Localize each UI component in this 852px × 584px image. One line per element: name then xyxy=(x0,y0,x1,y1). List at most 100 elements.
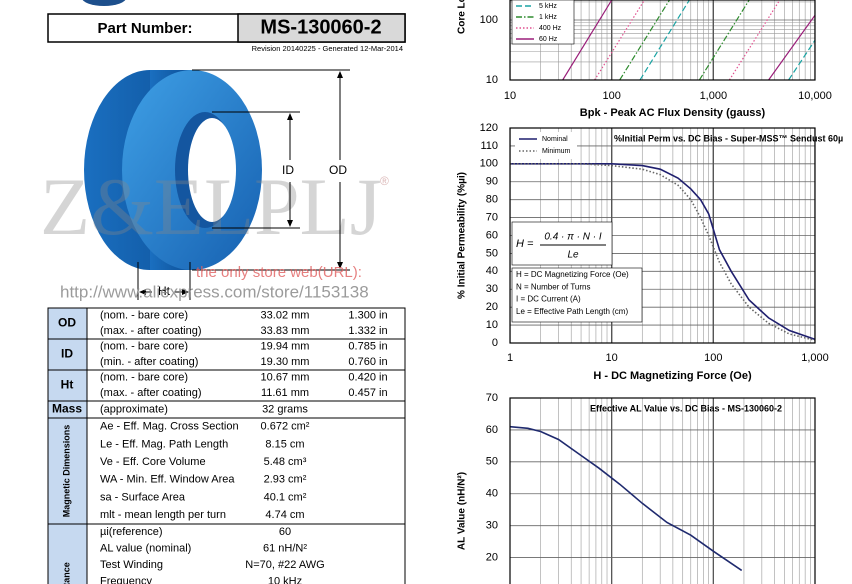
spec-imperial: 1.300 in xyxy=(348,310,387,322)
y-tick-label: 50 xyxy=(486,247,498,259)
x-axis-label: H - DC Magnetizing Force (Oe) xyxy=(593,370,752,382)
legend-label: 400 Hz xyxy=(539,25,562,32)
plot-frame xyxy=(509,397,816,584)
part-label: Part Number: xyxy=(97,20,192,37)
y-tick-label: 40 xyxy=(486,488,498,500)
series-line xyxy=(594,0,781,80)
y-tick-label: 20 xyxy=(486,301,498,313)
row-cell xyxy=(86,369,406,402)
spec-metric: 11.61 mm xyxy=(261,387,309,399)
revision: Revision 20140225 - Generated 12-Mar-201… xyxy=(252,44,403,53)
spec-metric: 19.94 mm xyxy=(261,341,310,353)
formula-den: Le xyxy=(567,250,579,261)
legend-box xyxy=(511,0,575,45)
series-line xyxy=(510,163,815,341)
spec-metric: 8.15 cm xyxy=(265,438,304,450)
chart-title: Effective AL Value vs. DC Bias - MS-1300… xyxy=(590,403,782,413)
spec-desc: Test Winding xyxy=(100,559,163,571)
y-tick-label: 70 xyxy=(486,392,498,404)
spec-metric: 19.30 mm xyxy=(261,356,310,368)
group-label: Inductance xyxy=(61,562,71,584)
part-number-cell xyxy=(237,13,406,43)
spec-metric: 61 nH/N² xyxy=(263,543,307,555)
row-cell xyxy=(86,417,406,525)
spec-desc: (nom. - bare core) xyxy=(100,341,188,353)
spec-metric: N=70, #22 AWG xyxy=(245,559,324,571)
x-tick-label: 100 xyxy=(602,90,620,102)
y-tick-label: 30 xyxy=(486,283,498,295)
spec-desc: Le - Eff. Mag. Path Length xyxy=(100,438,228,450)
group-cell xyxy=(47,369,88,402)
spec-metric: 40.1 cm² xyxy=(264,491,307,503)
y-axis-label: Core Loss (mW/cm³) xyxy=(457,0,468,34)
x-tick-label: 100 xyxy=(704,352,722,364)
id-label: ID xyxy=(282,163,294,177)
group-label: ID xyxy=(61,347,73,361)
x-tick-label: 1 xyxy=(507,352,513,364)
legend-label: 5 kHz xyxy=(539,3,557,10)
spec-desc: sa - Surface Area xyxy=(100,491,186,503)
series-line xyxy=(639,0,815,80)
y-tick-label: 100 xyxy=(480,14,498,26)
group-label: Ht xyxy=(61,378,74,392)
toroid xyxy=(84,70,262,270)
spec-desc: (nom. - bare core) xyxy=(100,372,188,384)
x-tick-label: 1,000 xyxy=(801,352,829,364)
spec-desc: (nom. - bare core) xyxy=(100,310,188,322)
store-note: the only store web(URL): xyxy=(196,264,362,281)
spec-desc: (approximate) xyxy=(100,403,168,415)
series-line xyxy=(510,425,743,572)
legend-label: Nominal xyxy=(542,136,568,143)
definition: H = DC Magnetizing Force (Oe) xyxy=(516,270,629,279)
spec-metric: 0.672 cm² xyxy=(261,421,310,433)
formula-box xyxy=(511,221,613,266)
legend-label: Minimum xyxy=(542,148,571,155)
spec-metric: 32 grams xyxy=(262,403,308,415)
definition-box xyxy=(511,267,643,323)
definition: I = DC Current (A) xyxy=(516,295,581,304)
spec-desc: Ae - Eff. Mag. Cross Section xyxy=(100,421,239,433)
toroid-hole xyxy=(188,118,236,222)
plot-frame xyxy=(509,127,816,344)
spec-metric: 33.83 mm xyxy=(261,325,310,337)
spec-desc: AL value (nominal) xyxy=(100,543,191,555)
spec-desc: (max. - after coating) xyxy=(100,387,201,399)
od-label: OD xyxy=(329,163,347,177)
group-cell xyxy=(47,417,88,525)
spec-imperial: 0.760 in xyxy=(348,356,387,368)
group-label: Magnetic Dimensions xyxy=(61,425,71,518)
y-tick-label: 10 xyxy=(486,74,498,86)
plot-frame xyxy=(509,0,816,81)
spec-desc: µi(reference) xyxy=(100,526,163,538)
y-tick-label: 50 xyxy=(486,456,498,468)
y-tick-label: 20 xyxy=(486,551,498,563)
legend-label: 60 Hz xyxy=(539,36,558,43)
y-tick-label: 60 xyxy=(486,424,498,436)
store-url: http://www.aliexpress.com/store/1153138 xyxy=(60,282,369,301)
legend-box xyxy=(515,132,577,159)
y-tick-label: 30 xyxy=(486,520,498,532)
row-cell xyxy=(86,523,406,584)
spec-metric: 2.93 cm² xyxy=(264,474,307,486)
legend-label: 1 kHz xyxy=(539,14,557,21)
y-axis-label: % Initial Permeability (%µi) xyxy=(457,172,468,299)
spec-imperial: 0.420 in xyxy=(348,372,387,384)
arrowheads xyxy=(139,71,343,295)
series-line xyxy=(619,0,750,80)
spec-metric: 10 kHz xyxy=(268,576,302,584)
registered: ® xyxy=(380,174,389,188)
plot-bg xyxy=(510,398,815,584)
group-cell xyxy=(47,338,88,371)
y-tick-label: 70 xyxy=(486,211,498,223)
spec-imperial: 0.785 in xyxy=(348,341,387,353)
x-tick-label: 10 xyxy=(606,352,618,364)
x-tick-label: 10,000 xyxy=(798,90,832,102)
spec-table: OD (nom. - bare core) 33.02 mm 1.300 in (max… xyxy=(47,307,406,584)
spec-metric: 4.74 cm xyxy=(265,509,304,521)
y-tick-label: 100 xyxy=(480,158,498,170)
series-line xyxy=(510,163,815,342)
spec-desc: (min. - after coating) xyxy=(100,356,198,368)
logo xyxy=(82,0,126,6)
y-tick-label: 10 xyxy=(486,319,498,331)
